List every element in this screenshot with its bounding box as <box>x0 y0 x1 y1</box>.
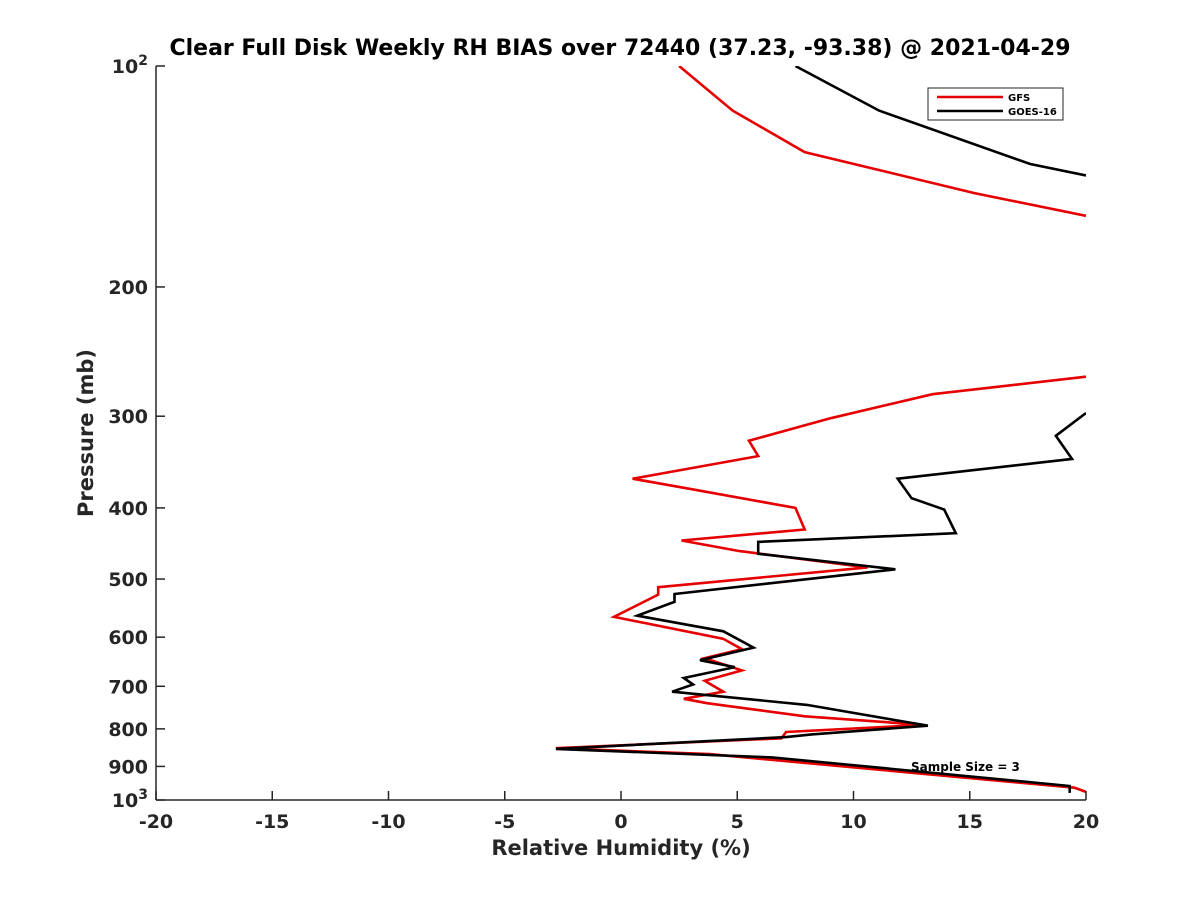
x-axis-title: Relative Humidity (%) <box>491 836 750 860</box>
y-tick-label: 900 <box>108 756 148 778</box>
series-line-gfs-1 <box>555 375 1086 794</box>
series-layer <box>555 66 1086 794</box>
series-line-goes16-3 <box>555 411 1086 793</box>
y-tick-label: 700 <box>108 676 148 698</box>
series-line-gfs-0 <box>678 66 1086 218</box>
x-tick-label: -15 <box>255 811 289 833</box>
y-tick-label: 103 <box>112 787 148 812</box>
x-ticks: -20 -15 -10 -5 0 5 10 15 20 <box>139 791 1099 833</box>
x-tick-label: -5 <box>494 811 515 833</box>
x-tick-label: -10 <box>371 811 405 833</box>
x-tick-label: 10 <box>840 811 866 833</box>
y-tick-label: 400 <box>108 498 148 520</box>
legend-box <box>927 87 1064 121</box>
x-tick-label: 5 <box>731 811 744 833</box>
plot-area <box>156 66 1086 800</box>
y-ticks: 102 200 300 400 500 600 700 800 900 103 <box>108 53 165 812</box>
series-line-goes16-2 <box>794 66 1086 177</box>
y-tick-label: 102 <box>112 53 148 78</box>
x-tick-label: 20 <box>1073 811 1099 833</box>
x-tick-label: -20 <box>139 811 173 833</box>
y-tick-label: 300 <box>108 406 148 428</box>
sample-size-annotation: Sample Size = 3 <box>911 760 1020 774</box>
y-axis-title: Pressure (mb) <box>74 349 98 517</box>
chart-title: Clear Full Disk Weekly RH BIAS over 7244… <box>169 36 1070 61</box>
x-tick-label: 0 <box>614 811 627 833</box>
legend-label-goes16: GOES-16 <box>1008 107 1057 118</box>
x-tick-label: 15 <box>957 811 983 833</box>
y-tick-label: 800 <box>108 719 148 741</box>
y-tick-label: 200 <box>108 277 148 299</box>
y-tick-label: 500 <box>108 569 148 591</box>
legend: GFS GOES-16 <box>927 87 1064 121</box>
y-tick-label: 600 <box>108 627 148 649</box>
legend-label-gfs: GFS <box>1008 93 1030 104</box>
